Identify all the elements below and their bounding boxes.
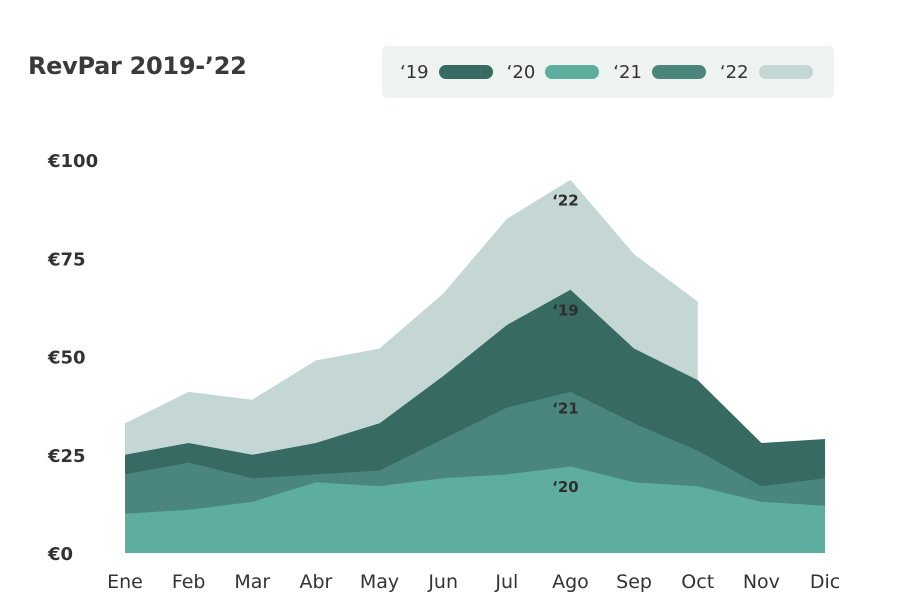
x-tick-label: Oct [681, 571, 714, 593]
x-tick-label: Feb [172, 571, 206, 593]
legend-swatch-19 [438, 65, 493, 79]
legend-label-21: ‘21 [613, 61, 642, 83]
y-tick-label: €50 [47, 348, 86, 369]
x-tick-label: Ene [107, 571, 143, 593]
y-tick-label: €0 [47, 544, 73, 565]
chart-legend: ‘19 ‘20 ‘21 ‘22 [382, 46, 834, 98]
x-tick-label: Dic [810, 571, 840, 593]
y-tick-label: €100 [47, 151, 98, 172]
series-annotation: ‘19 [552, 301, 579, 319]
legend-label-19: ‘19 [400, 61, 429, 83]
legend-swatch-21 [651, 65, 706, 79]
area-series-20 [125, 466, 825, 553]
series-annotation: ‘21 [552, 400, 579, 418]
x-tick-label: Nov [743, 571, 780, 593]
legend-swatch-20 [545, 65, 600, 79]
x-tick-label: Mar [234, 571, 270, 593]
legend-item-20: ‘20 [507, 62, 600, 83]
legend-label-20: ‘20 [506, 61, 536, 83]
x-tick-label: Sep [616, 571, 652, 593]
series-annotation: ‘20 [552, 478, 579, 496]
x-tick-label: Jul [494, 571, 518, 593]
y-tick-label: €75 [47, 249, 86, 270]
x-tick-label: Jun [427, 571, 458, 593]
legend-label-22: ‘22 [719, 61, 749, 83]
x-tick-label: Abr [299, 571, 332, 593]
legend-item-21: ‘21 [613, 62, 706, 83]
legend-item-19: ‘19 [400, 62, 493, 83]
legend-swatch-22 [758, 65, 813, 79]
y-tick-label: €25 [47, 446, 86, 467]
series-annotation: ‘22 [552, 191, 579, 209]
x-tick-label: Ago [552, 571, 589, 593]
legend-item-22: ‘22 [720, 62, 813, 83]
chart-title: RevPar 2019-’22 [28, 52, 247, 80]
x-tick-label: May [360, 571, 399, 593]
